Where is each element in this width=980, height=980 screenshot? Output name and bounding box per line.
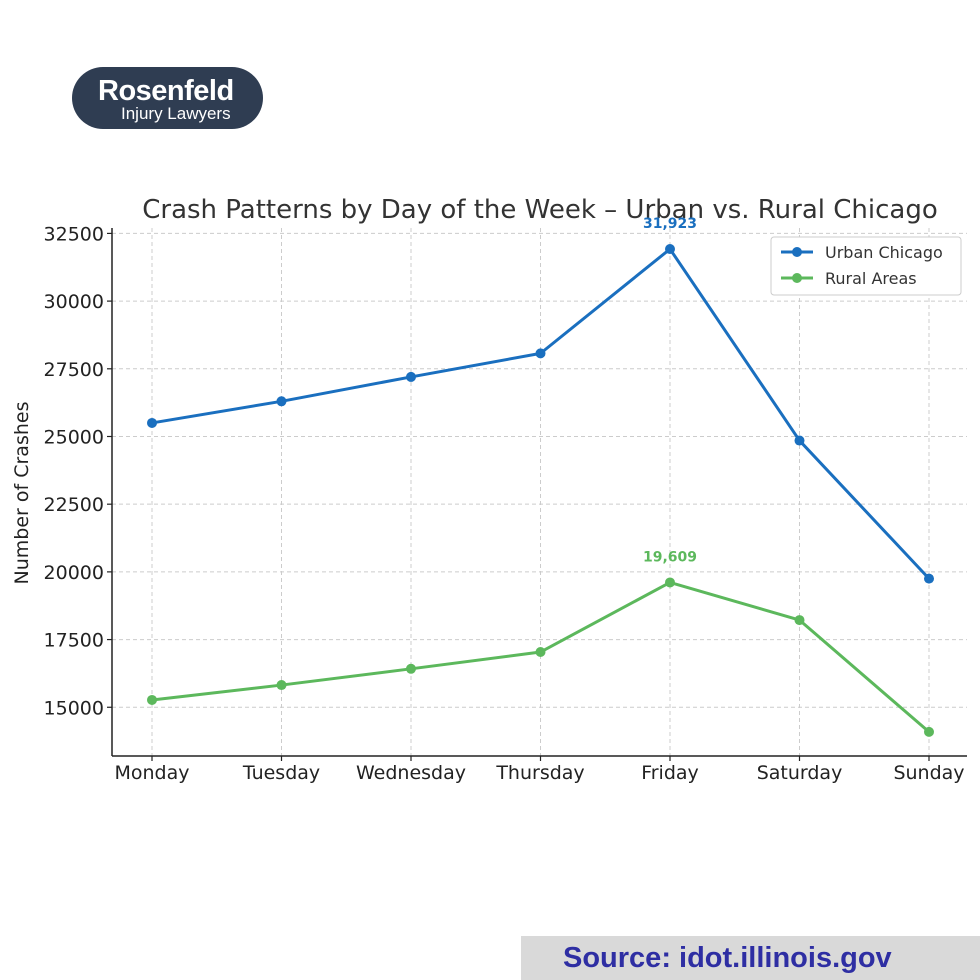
data-point: [924, 573, 934, 584]
legend-marker: [792, 273, 802, 283]
chart-series: [147, 244, 934, 737]
x-tick-label: Monday: [114, 762, 189, 784]
data-point: [535, 647, 546, 658]
x-tick-label: Sunday: [893, 762, 964, 784]
y-tick-label: 17500: [44, 630, 104, 652]
y-tick-label: 30000: [44, 291, 104, 313]
chart-grid: [112, 228, 967, 756]
data-point: [406, 663, 416, 674]
data-point: [276, 396, 287, 407]
x-tick-label: Thursday: [495, 762, 584, 784]
y-tick-labels: 15000 17500 20000 22500 25000 27500 30000 32500: [44, 223, 112, 719]
source-caption: Source: idot.illinois.gov: [521, 936, 980, 980]
data-point: [147, 694, 157, 705]
data-point: [665, 577, 675, 588]
data-point: [665, 244, 675, 255]
data-point: [794, 435, 805, 446]
data-point: [794, 615, 805, 626]
data-label: 19,609: [643, 549, 697, 565]
y-tick-label: 27500: [44, 359, 104, 381]
x-tick-labels: Monday Tuesday Wednesday Thursday Friday Satu…: [114, 756, 965, 784]
brand-logo: Rosenfeld Injury Lawyers: [72, 67, 263, 129]
x-tick-label: Wednesday: [356, 762, 466, 784]
legend-label: Urban Chicago: [825, 243, 943, 262]
y-tick-label: 22500: [44, 494, 104, 516]
data-point: [406, 371, 416, 382]
y-tick-label: 32500: [44, 223, 104, 245]
data-point: [276, 680, 287, 691]
data-point: [535, 348, 546, 359]
y-tick-label: 25000: [44, 426, 104, 448]
legend-marker: [792, 247, 802, 257]
chart-legend: Urban Chicago Rural Areas: [770, 236, 962, 296]
y-tick-label: 20000: [44, 562, 104, 584]
logo-sub-text: Injury Lawyers: [121, 104, 231, 123]
legend-box: [770, 236, 962, 296]
x-tick-label: Tuesday: [242, 762, 320, 784]
chart-annotations: 31,923 19,609: [643, 216, 697, 565]
logo-main-text: Rosenfeld: [98, 75, 234, 107]
y-tick-label: 15000: [44, 697, 104, 719]
data-point: [147, 417, 157, 428]
y-axis-label: Number of Crashes: [11, 402, 33, 585]
data-label: 31,923: [643, 216, 697, 232]
x-tick-label: Saturday: [757, 762, 843, 784]
legend-label: Rural Areas: [825, 269, 917, 288]
chart-title: Crash Patterns by Day of the Week – Urba…: [142, 195, 938, 225]
chart-axes: [111, 228, 967, 757]
data-point: [924, 726, 934, 737]
x-tick-label: Friday: [641, 762, 699, 784]
